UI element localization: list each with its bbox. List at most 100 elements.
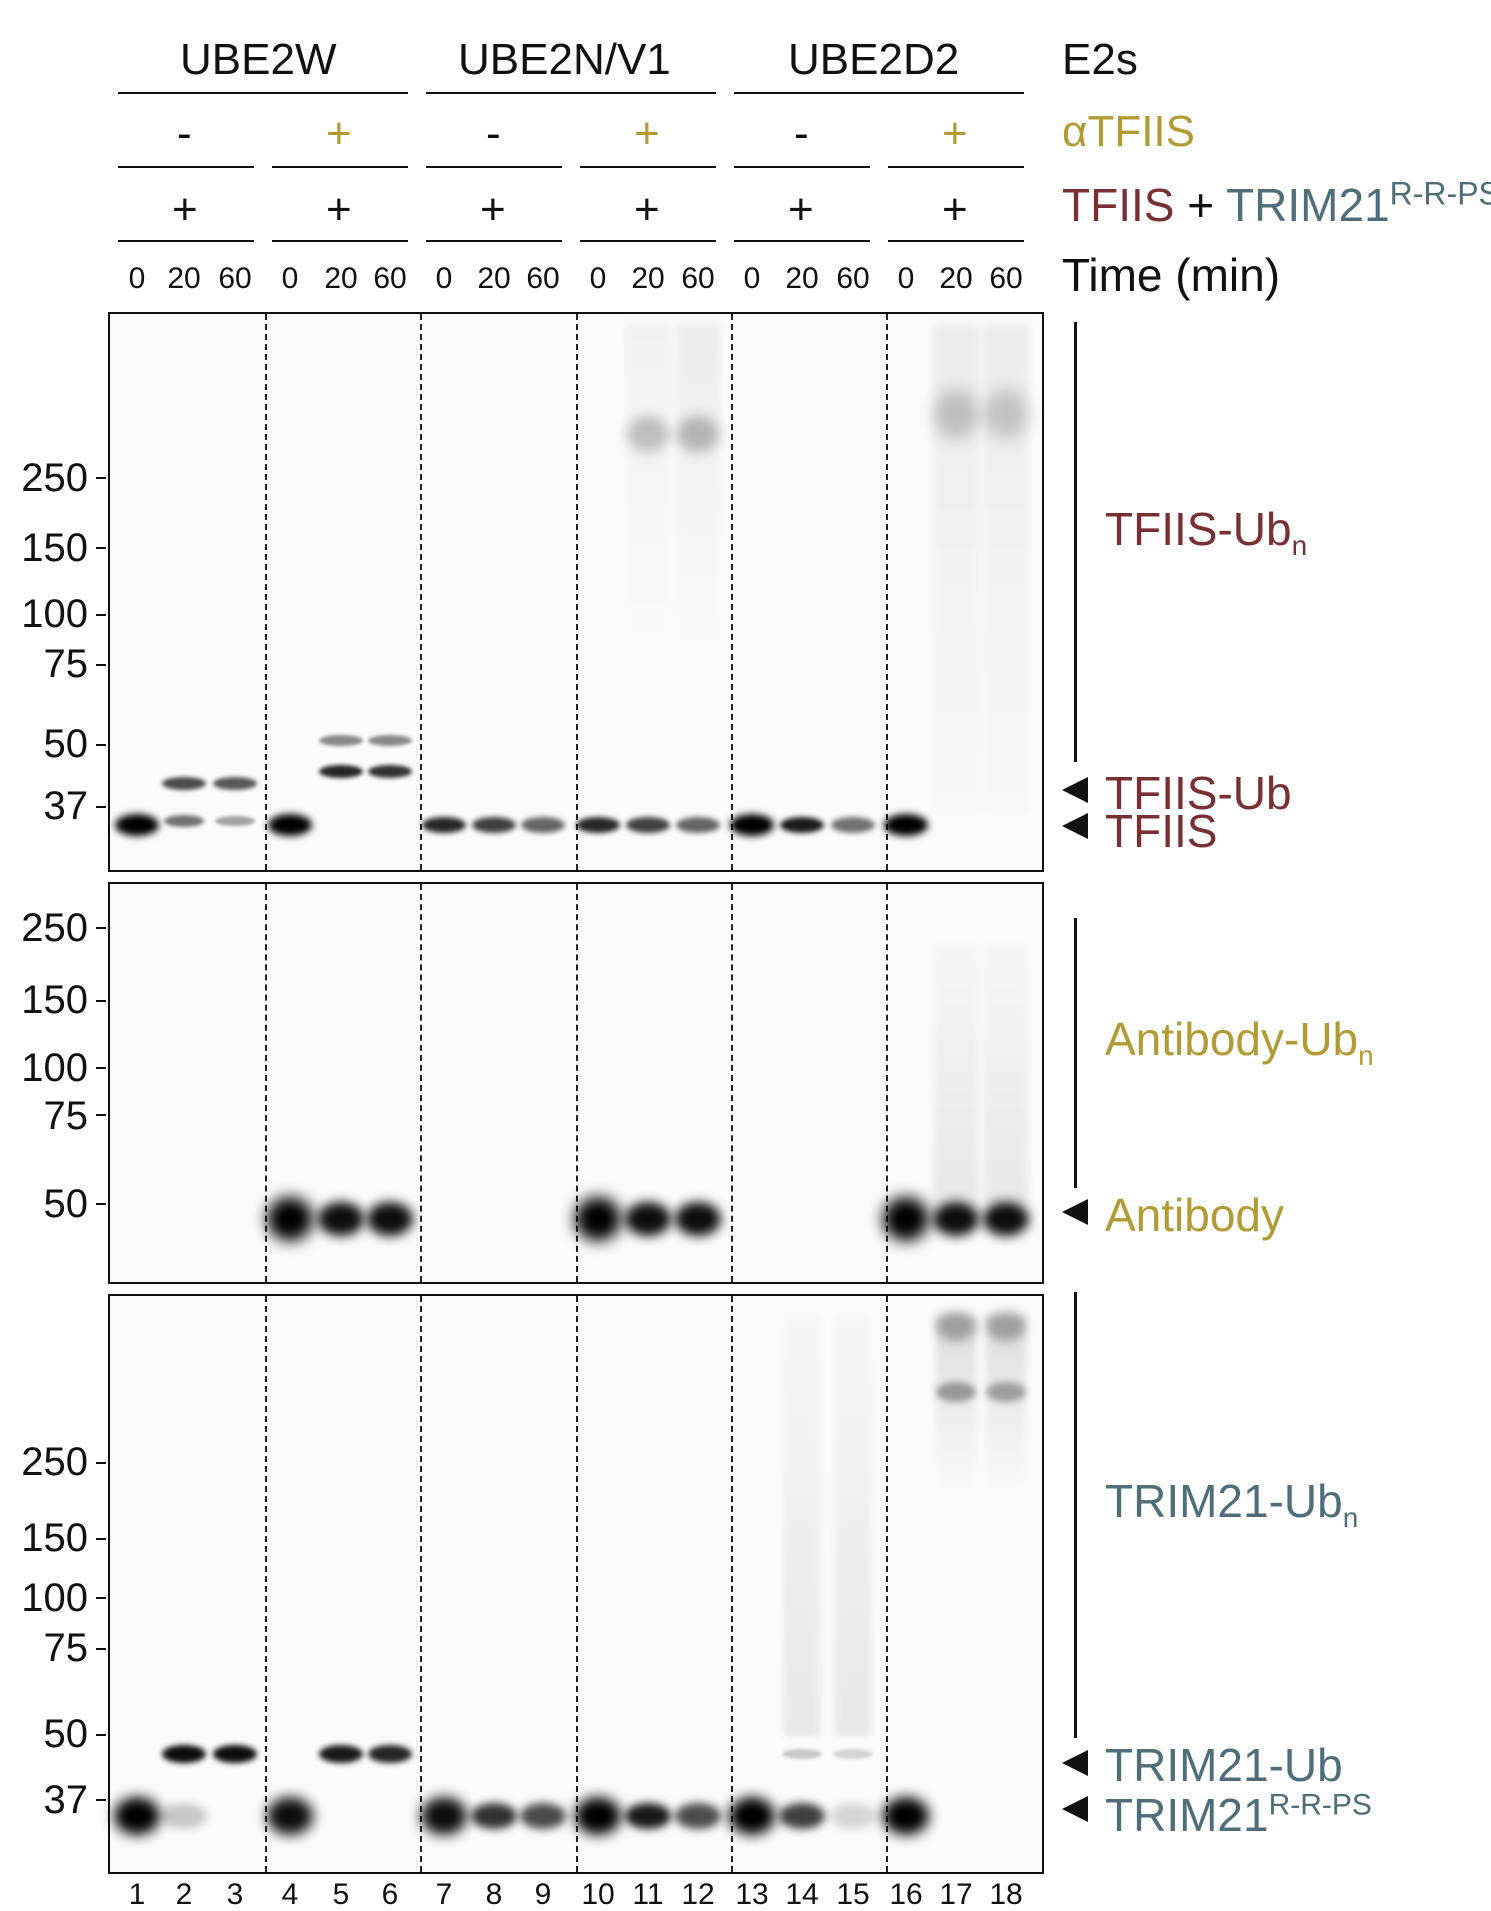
time-value: 60 [989,262,1023,295]
substrate-sign: + [172,185,198,234]
antibody-underline [580,166,716,168]
lane-divider [265,314,267,870]
antibody-sign: + [942,109,968,158]
gel-smear [676,324,720,654]
lane-number: 4 [281,1878,299,1911]
bracket-label-sub: n [1358,1040,1374,1072]
gel-smear [933,324,979,814]
mw-tick [96,1203,106,1205]
tfiis-ub-band [368,764,412,778]
lane-number: 7 [435,1878,453,1911]
tfiis-band [115,814,159,836]
arrow-label-trim21-ub: TRIM21-Ub [1105,1739,1343,1791]
bracket-label-text: Antibody-Ub [1105,1013,1359,1065]
mw-tick [96,1799,106,1801]
time-value: 20 [785,262,819,295]
mw-tick [96,664,106,666]
trim21-superscript: R-R-PS [1389,182,1491,212]
mw-tick [96,1000,106,1002]
lane-divider [731,884,733,1282]
tfiis-band [626,817,670,833]
lane-number: 16 [889,1878,923,1911]
trim21-band [114,1797,160,1835]
arrowhead-icon [1062,1199,1088,1225]
time-value: 20 [939,262,973,295]
time-value: 0 [435,262,453,295]
mw-label: 50 [43,1712,89,1756]
lane-divider [265,1296,267,1872]
antibody-sign: + [634,109,660,158]
lane-divider [886,884,888,1282]
trim21-ubn-smear [986,1311,1026,1341]
trim21-band [471,1803,517,1829]
antibody-band [318,1202,364,1236]
time-value: 60 [218,262,252,295]
mw-tick [96,1597,106,1599]
e2-underline-2 [426,92,716,94]
mw-tick [96,927,106,929]
antibody-sign: - [794,109,809,158]
tfiis-band [215,816,255,826]
mw-label: 100 [21,1576,88,1620]
antibody-underline [734,166,870,168]
mw-tick [96,1462,106,1464]
lane-divider [576,1296,578,1872]
mw-tick [96,806,106,808]
trim21-ubn-smear [936,1382,976,1402]
gel-smear [984,944,1028,1204]
trim21-band [779,1803,825,1829]
tfiis-band [576,817,620,833]
mw-tick [96,1538,106,1540]
lane-divider [576,314,578,870]
lane-number: 18 [989,1878,1023,1911]
gel-smear [936,1316,976,1496]
blot-panel-antibody [108,882,1044,1284]
arrowhead-icon [1062,1796,1088,1822]
antibody-band [883,1197,929,1241]
antibody-underline [888,166,1024,168]
tfiis-band [780,817,824,833]
gel-smear [986,1316,1026,1496]
arrowhead-icon [1062,813,1088,839]
mw-tick [96,1114,106,1116]
lane-number: 6 [381,1878,399,1911]
trim21-band [830,1803,876,1829]
tfiis-band [831,817,875,833]
tfiis-ub2-band [368,734,412,746]
substrate-row-label: TFIIS + TRIM21R-R-PS [1062,182,1491,228]
time-value: 60 [373,262,407,295]
mw-tick [96,1734,106,1736]
tfiis-ub-band [213,776,257,790]
bracket-label-sub: n [1342,1502,1359,1534]
tfiis-band [422,817,466,833]
trim21-band [575,1797,621,1835]
tfiis-ub-band [319,764,363,778]
lane-number: 1 [128,1878,146,1911]
trim21-band [883,1797,929,1835]
antibody-row-label: αTFIIS [1062,107,1195,156]
trim21-ub-band [213,1745,257,1763]
mw-label: 250 [21,456,88,500]
antibody-band [983,1202,1029,1236]
mw-label: 50 [43,1182,89,1226]
substrate-underline [580,240,716,242]
lane-divider [886,314,888,870]
mw-tick [96,1067,106,1069]
trim21-ub-band [368,1745,412,1763]
trim21-band [520,1803,566,1829]
bracket-line [1074,322,1077,762]
trim21-ubn-smear [986,1382,1026,1402]
arrow-label-antibody: Antibody [1105,1189,1285,1241]
lane-number: 8 [485,1878,503,1911]
gel-smear [626,324,670,654]
trim21-band [625,1803,671,1829]
time-value: 20 [477,262,511,295]
tfiis-ubn-smear [677,416,719,452]
time-value: 0 [743,262,761,295]
substrate-underline [888,240,1024,242]
mw-label: 100 [21,592,88,636]
mw-label: 75 [43,1094,89,1138]
tfiis-label: TFIIS [1062,182,1175,228]
mw-label: 150 [21,1516,88,1560]
tfiis-band [268,814,312,836]
